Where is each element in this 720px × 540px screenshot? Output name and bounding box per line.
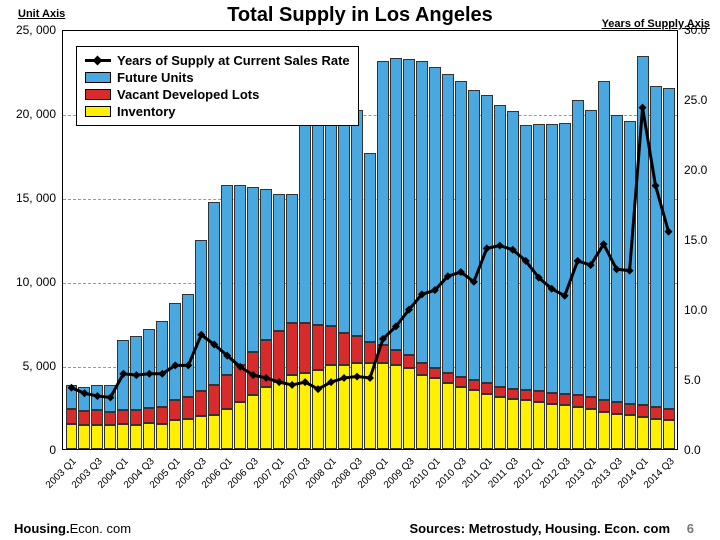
bar xyxy=(532,31,545,449)
legend-item: Future Units xyxy=(85,70,350,85)
footer-left: Housing.Econ. com xyxy=(14,521,131,536)
legend-label: Years of Supply at Current Sales Rate xyxy=(117,53,350,68)
legend-item: Years of Supply at Current Sales Rate xyxy=(85,53,350,68)
legend-swatch xyxy=(85,89,111,100)
bar xyxy=(584,31,597,449)
legend-swatch xyxy=(85,72,111,83)
right-tick: 20.0 xyxy=(684,163,707,177)
bar xyxy=(649,31,662,449)
bar xyxy=(506,31,519,449)
left-axis-ticks: 05, 00010, 00015, 00020, 00025, 000 xyxy=(0,30,60,450)
right-tick: 10.0 xyxy=(684,303,707,317)
legend-label: Future Units xyxy=(117,70,194,85)
legend-label: Inventory xyxy=(117,104,176,119)
bar xyxy=(545,31,558,449)
bar xyxy=(493,31,506,449)
legend-line-icon xyxy=(85,55,111,66)
right-tick: 25.0 xyxy=(684,93,707,107)
legend-item: Inventory xyxy=(85,104,350,119)
footer-source: Sources: Metrostudy, Housing. Econ. com xyxy=(409,521,670,536)
right-axis-ticks: 0.05.010.015.020.025.030.0 xyxy=(680,30,720,450)
left-tick: 15, 000 xyxy=(16,191,56,205)
right-tick: 5.0 xyxy=(684,373,701,387)
right-tick: 15.0 xyxy=(684,233,707,247)
bar xyxy=(519,31,532,449)
left-tick: 20, 000 xyxy=(16,107,56,121)
right-tick: 30.0 xyxy=(684,23,707,37)
bar xyxy=(610,31,623,449)
left-tick: 25, 000 xyxy=(16,23,56,37)
bar xyxy=(636,31,649,449)
bar xyxy=(481,31,494,449)
bar xyxy=(416,31,429,449)
legend: Years of Supply at Current Sales Rate Fut… xyxy=(76,46,359,126)
bar xyxy=(377,31,390,449)
bar xyxy=(571,31,584,449)
bar xyxy=(558,31,571,449)
bar xyxy=(390,31,403,449)
legend-swatch xyxy=(85,106,111,117)
left-tick: 0 xyxy=(49,443,56,457)
bar xyxy=(403,31,416,449)
bar xyxy=(429,31,442,449)
bar xyxy=(442,31,455,449)
right-tick: 0.0 xyxy=(684,443,701,457)
legend-item: Vacant Developed Lots xyxy=(85,87,350,102)
page-number: 6 xyxy=(687,521,694,536)
x-axis-labels: 2003 Q12003 Q32004 Q12004 Q32005 Q12005 … xyxy=(62,452,678,512)
legend-label: Vacant Developed Lots xyxy=(117,87,259,102)
left-tick: 10, 000 xyxy=(16,275,56,289)
bar xyxy=(364,31,377,449)
bar xyxy=(597,31,610,449)
left-tick: 5, 000 xyxy=(23,359,56,373)
bar xyxy=(468,31,481,449)
bar xyxy=(455,31,468,449)
bar xyxy=(623,31,636,449)
bar xyxy=(662,31,675,449)
